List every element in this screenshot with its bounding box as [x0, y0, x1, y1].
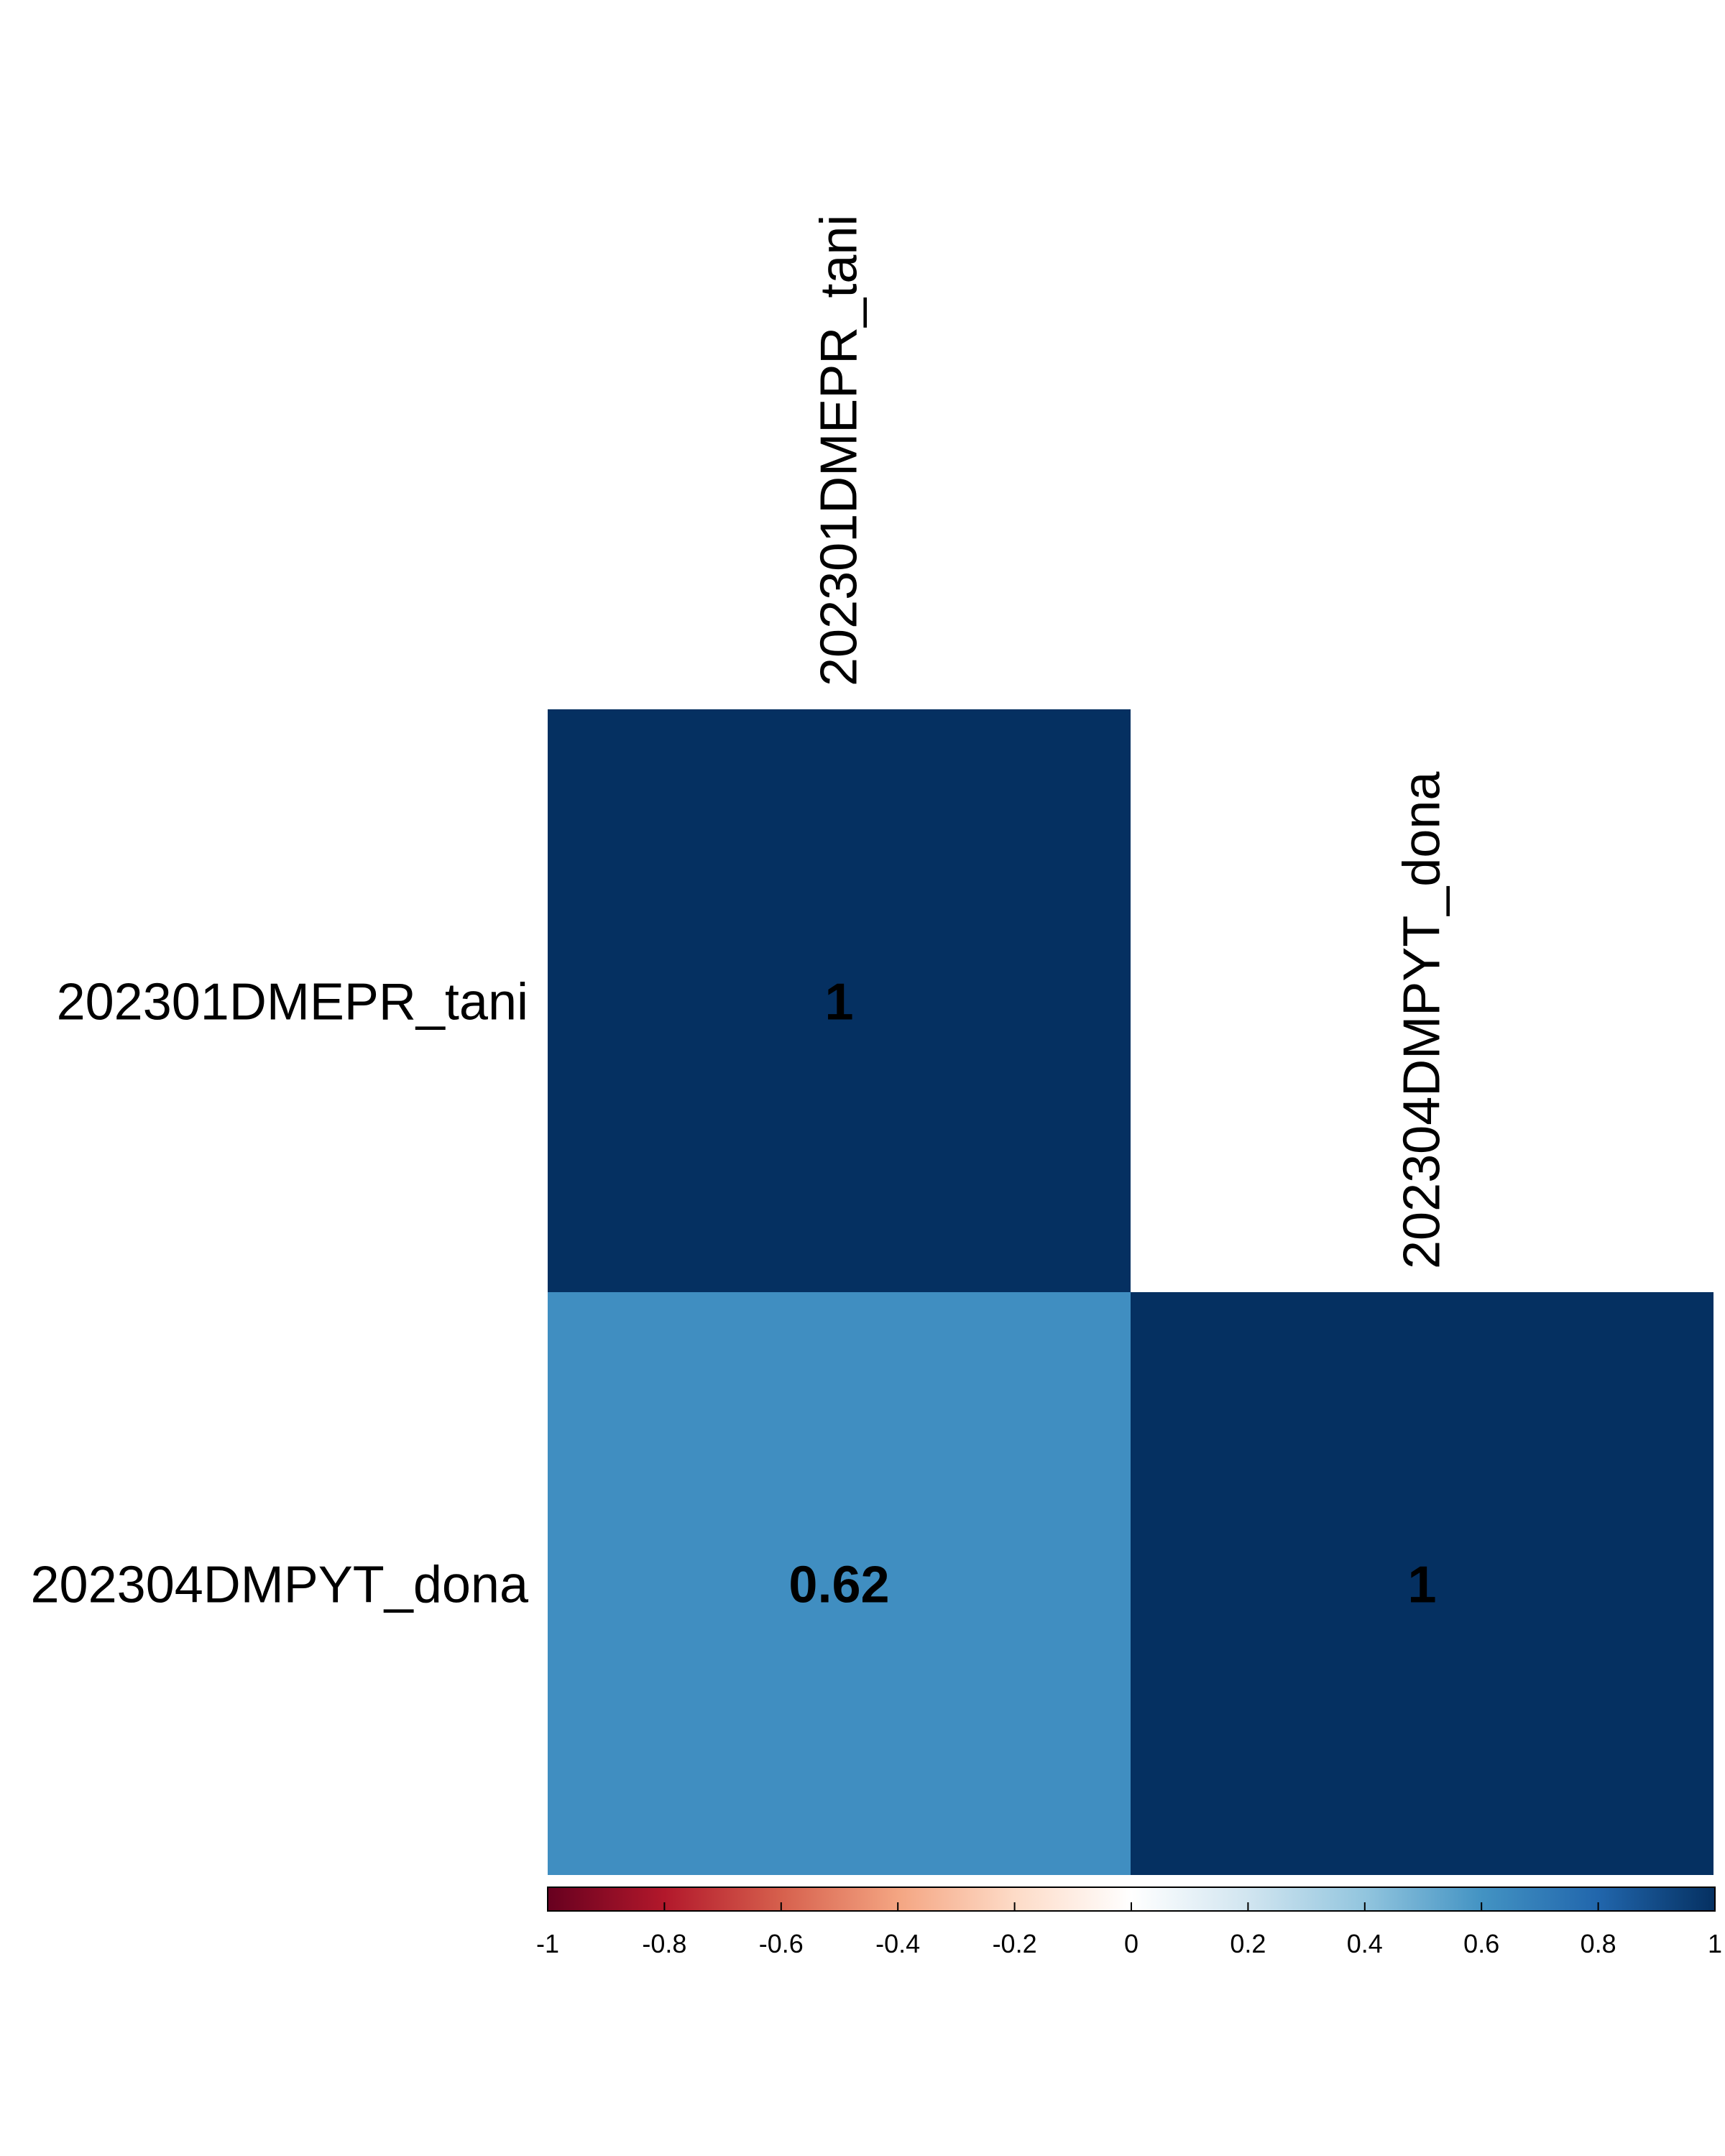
- heatmap-cell: [1131, 1292, 1714, 1875]
- heatmap-cells: [548, 709, 1714, 1875]
- column-label: 202301DMEPR_tani: [811, 215, 868, 686]
- heatmap-cell: [548, 1292, 1131, 1875]
- row-label: 202304DMPYT_dona: [31, 1557, 529, 1614]
- color-legend-tick-label: 0.8: [1581, 1929, 1616, 1958]
- color-legend-tick-label: 0.4: [1347, 1929, 1383, 1958]
- row-labels: 202301DMEPR_tani 202304DMPYT_dona: [31, 974, 529, 1614]
- color-legend-tick-label: -0.6: [759, 1929, 804, 1958]
- color-legend-tick-label: 1: [1708, 1929, 1722, 1958]
- cell-value-label: 1: [1407, 1557, 1436, 1614]
- color-legend-tick-label: -0.4: [875, 1929, 920, 1958]
- heatmap-cell: [548, 709, 1131, 1292]
- color-legend-ticks: -1 -0.8 -0.6 -0.4 -0.2 0 0.2 0.4 0.6 0.8 1: [536, 1902, 1722, 1958]
- column-label: 202304DMPYT_dona: [1394, 771, 1451, 1269]
- column-labels: 202301DMEPR_tani 202304DMPYT_dona: [811, 215, 1451, 1269]
- cell-value-label: 1: [824, 974, 853, 1031]
- color-legend-tick-label: 0.2: [1230, 1929, 1266, 1958]
- cell-value-label: 0.62: [788, 1557, 889, 1614]
- color-legend: -1 -0.8 -0.6 -0.4 -0.2 0 0.2 0.4 0.6 0.8 1: [536, 1886, 1722, 1958]
- color-legend-tick-label: -0.2: [993, 1929, 1037, 1958]
- color-legend-tick-label: -0.8: [642, 1929, 686, 1958]
- color-legend-tick-label: 0: [1124, 1929, 1138, 1958]
- row-label: 202301DMEPR_tani: [57, 974, 528, 1031]
- color-legend-tick-label: -1: [536, 1929, 559, 1958]
- cell-value-labels: 1 0.62 1: [788, 974, 1436, 1614]
- color-legend-tick-label: 0.6: [1463, 1929, 1499, 1958]
